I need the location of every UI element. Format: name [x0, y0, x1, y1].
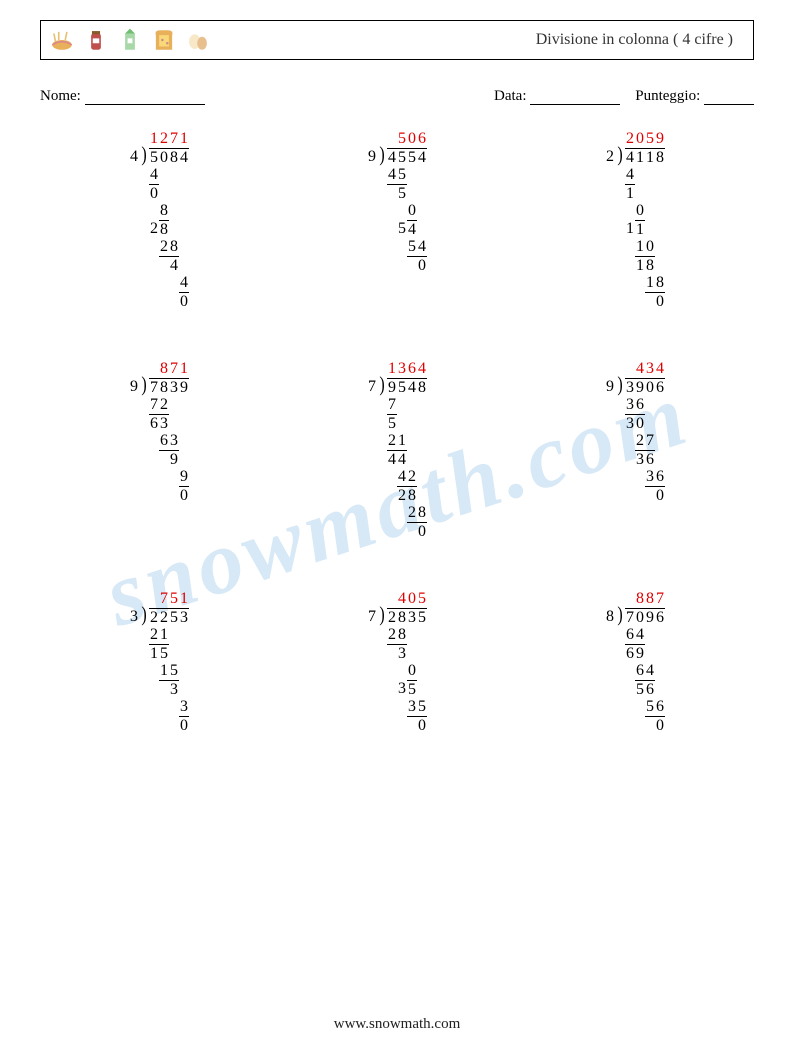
date-score: Data: Punteggio: — [494, 88, 754, 105]
name-field: Nome: — [40, 88, 205, 105]
problem-grid: 12714)508440828284405069)455445505454020… — [40, 130, 754, 734]
worksheet-title: Divisione in colonna ( 4 cifre ) — [536, 31, 733, 49]
bowl-icon — [49, 27, 75, 53]
division-problem: 13647)95487521444228280 — [278, 360, 516, 540]
division-problem: 8719)7839726363990 — [40, 360, 278, 540]
division-problem: 20592)4118410111018180 — [516, 130, 754, 310]
carton-icon — [117, 27, 143, 53]
division-problem: 4349)390636302736360 — [516, 360, 754, 540]
header-icons — [49, 27, 211, 53]
eggs-icon — [185, 27, 211, 53]
toast-icon — [151, 27, 177, 53]
division-problem: 8878)709664696456560 — [516, 590, 754, 734]
info-row: Nome: Data: Punteggio: — [40, 88, 754, 105]
division-problem: 4057)2835283035350 — [278, 590, 516, 734]
division-problem: 7513)2253211515330 — [40, 590, 278, 734]
division-problem: 12714)50844082828440 — [40, 130, 278, 310]
footer-link: www.snowmath.com — [0, 1016, 794, 1033]
header-box: Divisione in colonna ( 4 cifre ) — [40, 20, 754, 60]
division-problem: 5069)4554455054540 — [278, 130, 516, 310]
jar-icon — [83, 27, 109, 53]
